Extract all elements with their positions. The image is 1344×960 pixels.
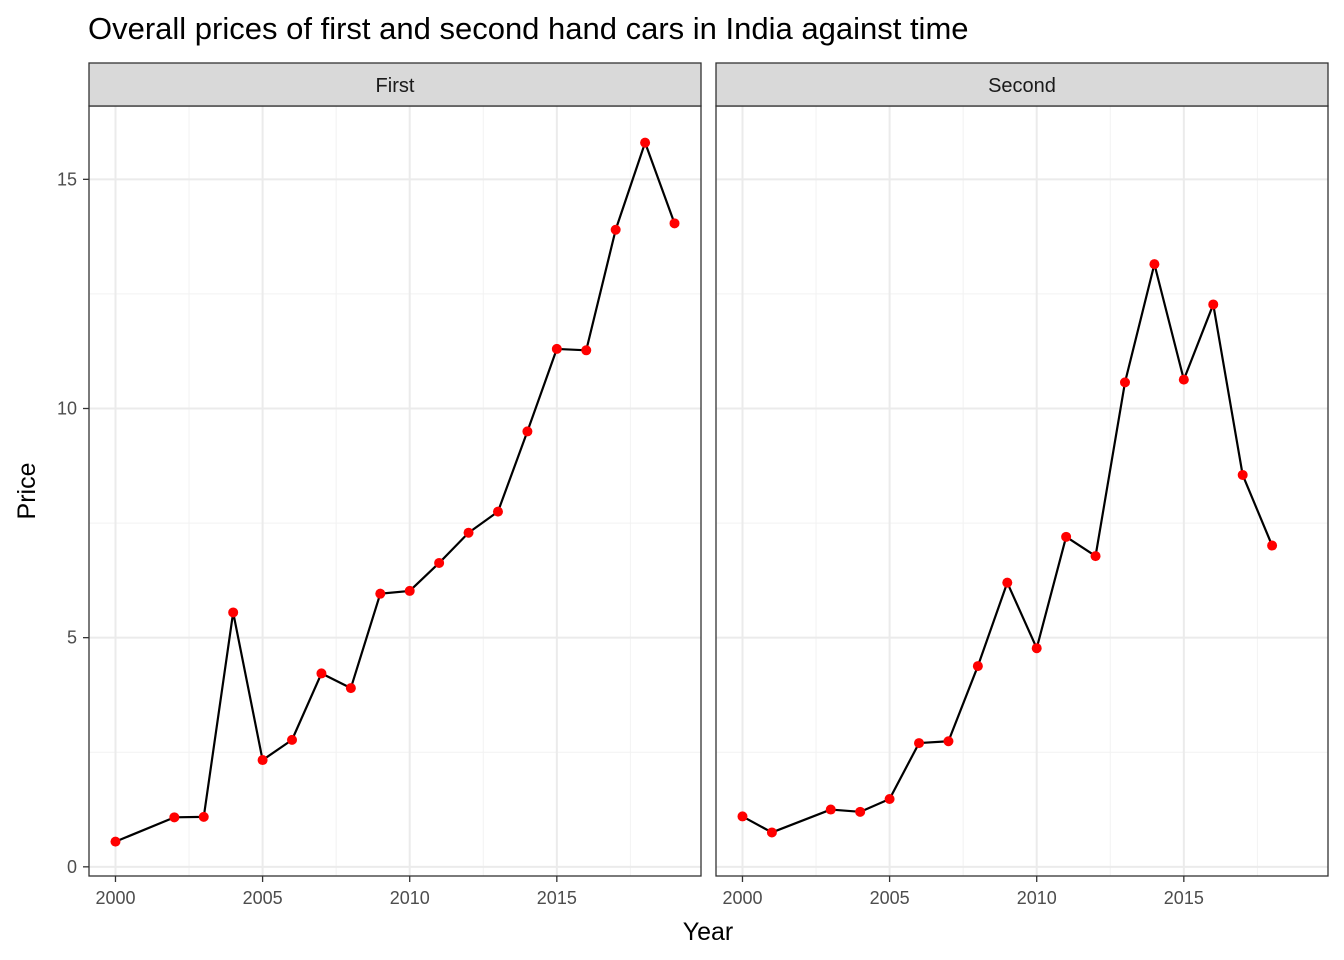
data-point [198,811,209,822]
data-point [825,804,836,815]
facet-strip-label: Second [988,75,1056,97]
data-point [345,683,356,694]
data-point [884,794,895,804]
data-point [610,224,621,235]
y-tick-label: 5 [67,628,77,648]
x-tick-label: 2015 [1164,888,1204,908]
x-tick-label: 2000 [95,888,135,908]
y-tick-label: 0 [67,857,77,877]
data-point [1031,643,1042,654]
data-point [1119,377,1130,388]
data-point [914,738,925,749]
data-point [581,345,592,356]
data-point [640,137,651,148]
facet-strip [715,62,1329,107]
data-point [1149,259,1160,270]
chart-title: Overall prices of first and second hand … [88,11,969,46]
panel-background [716,106,1328,876]
data-point [766,827,777,838]
facet-panels: First 2000 2005 2010 2015 0 5 10 15 Second 2000 200… [57,62,1329,908]
data-point [463,527,474,538]
data-point [1178,374,1189,385]
data-point [375,588,386,599]
data-point [110,836,121,847]
data-point [1208,299,1219,310]
x-axis-title: Year [683,918,734,946]
x-tick-label: 2015 [537,888,577,908]
y-tick-label: 15 [57,169,77,189]
data-point [1267,540,1278,551]
x-tick-label: 2010 [390,888,430,908]
data-point [522,426,533,437]
y-axis-title: Price [13,463,41,520]
x-tick-label: 2005 [870,888,910,908]
data-point [737,811,748,822]
data-point [169,812,180,823]
panel-second: Second 2000 2005 2010 2015 [715,62,1329,908]
panel-background [89,106,701,876]
data-point [855,806,866,817]
data-point [1090,551,1101,562]
facet-strip [88,62,702,107]
facet-strip-label: First [376,75,415,97]
data-point [1237,469,1248,480]
x-tick-label: 2005 [243,888,283,908]
data-point [1002,577,1013,588]
data-point [551,343,562,354]
data-point [404,585,415,596]
x-tick-label: 2000 [722,888,762,908]
data-point [316,668,327,679]
data-point [669,218,680,229]
y-tick-label: 10 [57,399,77,419]
data-point [972,661,983,672]
data-point [434,557,445,568]
data-point [1061,531,1072,542]
data-point [257,755,268,766]
data-point [287,734,298,745]
data-point [943,736,954,747]
x-tick-label: 2010 [1017,888,1057,908]
data-point [492,506,503,517]
data-point [228,607,239,618]
panel-first: First 2000 2005 2010 2015 0 5 10 15 [57,62,702,908]
